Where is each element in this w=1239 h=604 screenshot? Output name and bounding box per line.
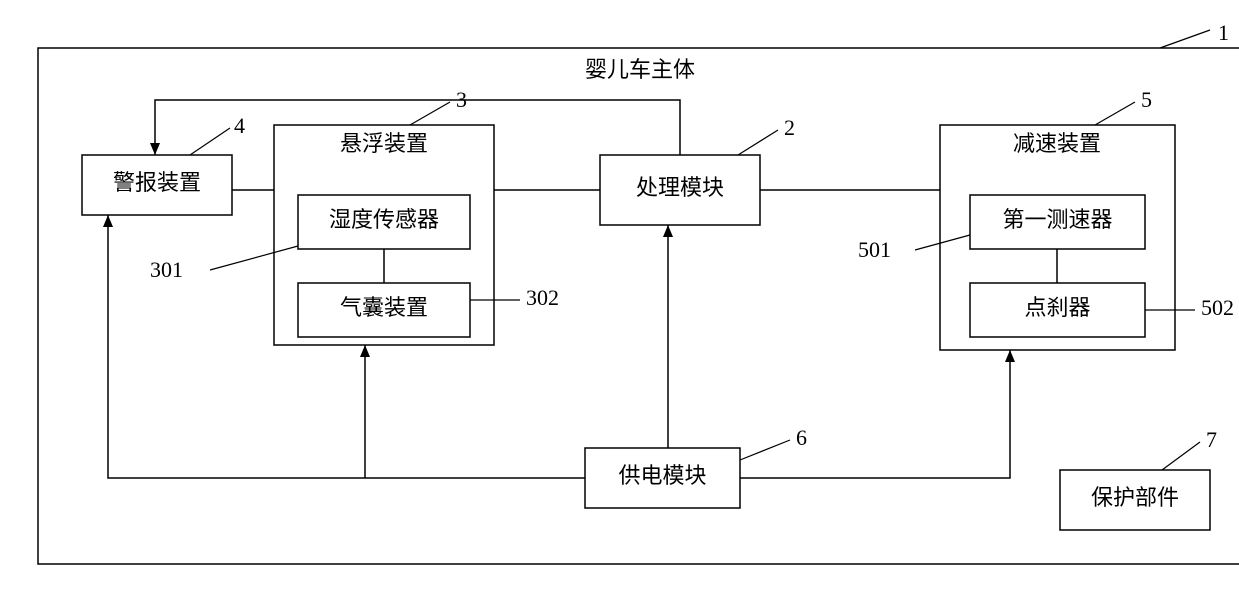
svg-text:2: 2: [784, 115, 795, 140]
svg-text:第一测速器: 第一测速器: [1002, 207, 1112, 232]
svg-text:婴儿车主体: 婴儿车主体: [585, 57, 695, 82]
svg-text:保护部件: 保护部件: [1091, 485, 1179, 510]
svg-text:处理模块: 处理模块: [636, 175, 724, 200]
svg-text:1: 1: [1218, 20, 1229, 45]
svg-text:湿度传感器: 湿度传感器: [329, 207, 439, 232]
svg-text:301: 301: [150, 257, 183, 282]
svg-text:警报装置: 警报装置: [113, 170, 201, 195]
svg-text:4: 4: [234, 113, 245, 138]
svg-text:7: 7: [1206, 427, 1217, 452]
svg-text:502: 502: [1201, 295, 1234, 320]
svg-text:3: 3: [456, 87, 467, 112]
svg-text:302: 302: [526, 285, 559, 310]
svg-text:点刹器: 点刹器: [1024, 295, 1090, 320]
svg-text:供电模块: 供电模块: [618, 463, 706, 488]
svg-text:501: 501: [858, 237, 891, 262]
svg-text:悬浮装置: 悬浮装置: [340, 131, 428, 156]
svg-text:气囊装置: 气囊装置: [340, 295, 428, 320]
svg-text:6: 6: [796, 425, 807, 450]
svg-text:减速装置: 减速装置: [1013, 131, 1101, 156]
svg-text:5: 5: [1141, 87, 1152, 112]
diagram-svg: 婴儿车主体 1 警报装置 4 悬浮装置 3 湿度传感器 301 气囊装置 302 处理模块 2 减速装置…: [20, 20, 1239, 584]
